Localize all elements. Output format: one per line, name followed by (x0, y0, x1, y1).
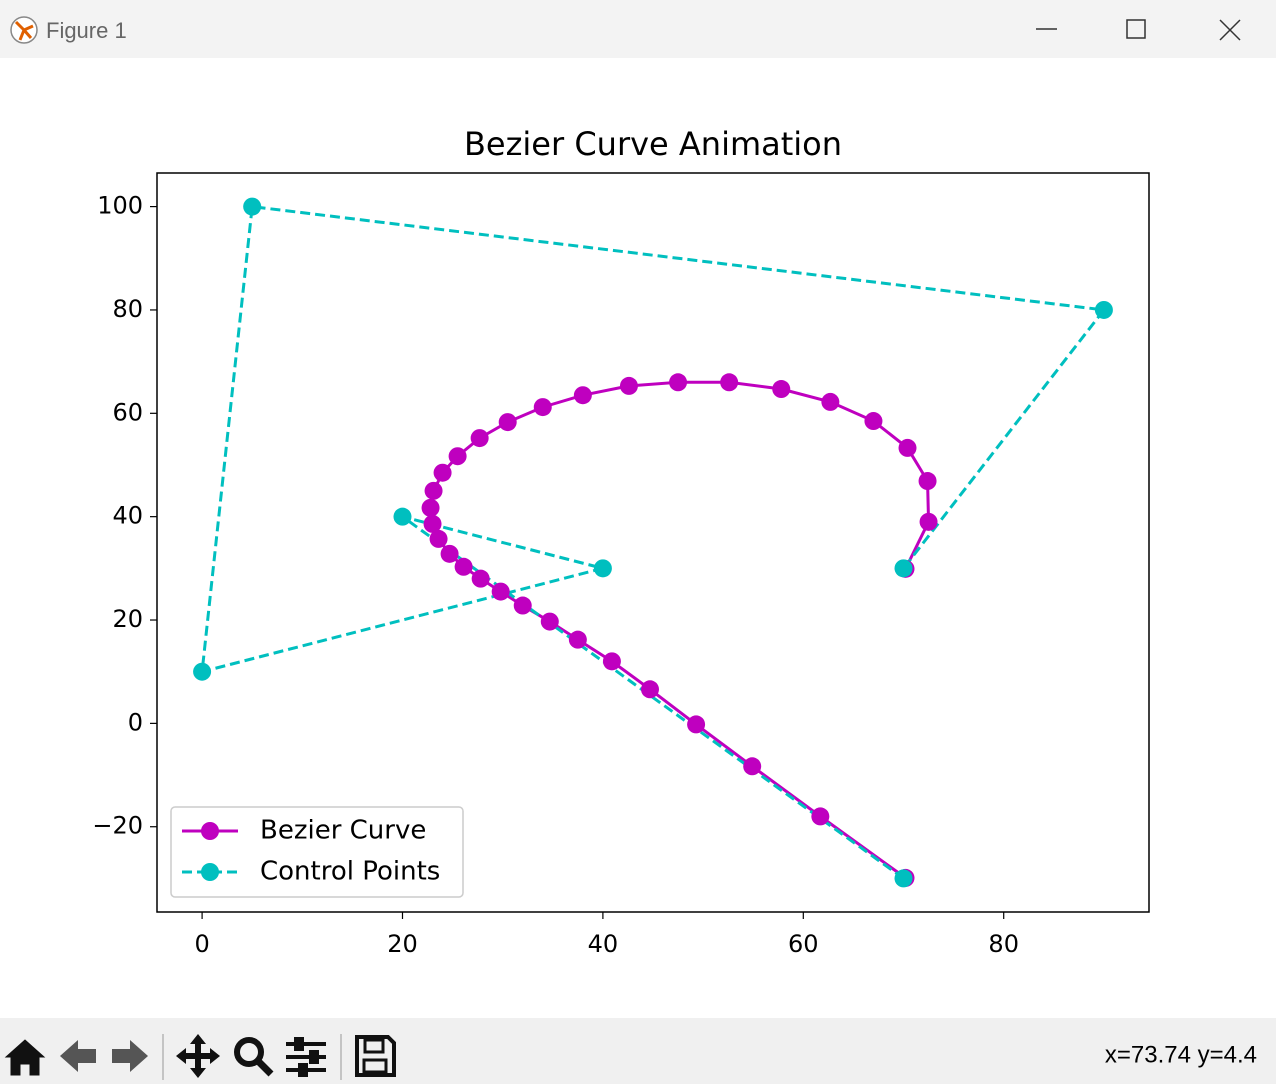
legend-marker (201, 822, 219, 840)
x-tick-label: 80 (988, 930, 1019, 958)
x-tick-label: 0 (194, 930, 209, 958)
close-button[interactable] (1219, 19, 1241, 41)
data-point (454, 557, 473, 576)
data-point (669, 373, 688, 392)
data-point (811, 807, 830, 826)
data-point (533, 398, 552, 417)
data-point (448, 447, 467, 466)
maximize-button[interactable] (1126, 19, 1146, 39)
legend-box (170, 806, 464, 898)
data-point (243, 197, 262, 216)
plot: Bezier Curve Animation 0 20 40 60 80 −20 0 20 40… (92, 125, 1150, 958)
axes-frame (156, 172, 1150, 913)
data-point (720, 373, 739, 392)
data-point (687, 715, 706, 734)
back-button[interactable] (60, 1040, 96, 1072)
data-point (440, 544, 459, 563)
data-point (429, 529, 448, 548)
zoom-button[interactable] (234, 1037, 264, 1067)
toolbar (0, 1018, 1276, 1084)
data-point (619, 376, 638, 395)
data-point (864, 412, 883, 431)
data-point (424, 481, 443, 500)
data-point (894, 869, 913, 888)
y-tick-label: 20 (112, 605, 143, 633)
data-point (602, 652, 621, 671)
save-button[interactable] (355, 1035, 396, 1077)
data-point (421, 498, 440, 517)
data-point (471, 569, 490, 588)
x-tick-label: 20 (387, 930, 418, 958)
chart-title: Bezier Curve Animation (464, 125, 842, 163)
window-title: Figure 1 (46, 18, 127, 43)
y-tick-label: 100 (97, 192, 143, 220)
legend-marker (201, 863, 219, 881)
title-bar (0, 0, 1276, 58)
data-point (918, 472, 937, 491)
y-tick-label: 60 (112, 398, 143, 426)
pan-button[interactable] (176, 1034, 220, 1078)
data-point (433, 463, 452, 482)
data-point (568, 630, 587, 649)
data-point (491, 582, 510, 601)
data-point (573, 386, 592, 405)
data-point (593, 559, 612, 578)
data-point (1094, 300, 1113, 319)
legend-label: Control Points (260, 857, 440, 887)
data-point (470, 429, 489, 448)
y-tick-label: 80 (112, 295, 143, 323)
y-tick-label: −20 (92, 812, 143, 840)
data-point (772, 380, 791, 399)
data-point (821, 392, 840, 411)
data-point (919, 512, 938, 531)
data-point (193, 662, 212, 681)
legend-label: Bezier Curve (260, 816, 426, 846)
series-line (200, 204, 1107, 880)
app-icon (10, 16, 38, 44)
status-text: x=73.74 y=4.4 (1105, 1041, 1257, 1068)
data-point (743, 757, 762, 776)
configure-button[interactable] (286, 1037, 326, 1077)
data-point (894, 559, 913, 578)
data-point (423, 514, 442, 533)
data-point (898, 438, 917, 457)
data-point (393, 507, 412, 526)
home-button[interactable] (4, 1039, 46, 1076)
y-tick-label: 40 (112, 502, 143, 530)
y-tick-label: 0 (128, 708, 143, 736)
data-point (640, 680, 659, 699)
forward-button[interactable] (112, 1040, 148, 1072)
data-point (540, 612, 559, 631)
series-line (429, 380, 931, 880)
x-tick-label: 40 (588, 930, 619, 958)
data-point (498, 413, 517, 432)
toolbar-icons (4, 1034, 396, 1080)
data-point (513, 596, 532, 615)
x-tick-label: 60 (788, 930, 819, 958)
